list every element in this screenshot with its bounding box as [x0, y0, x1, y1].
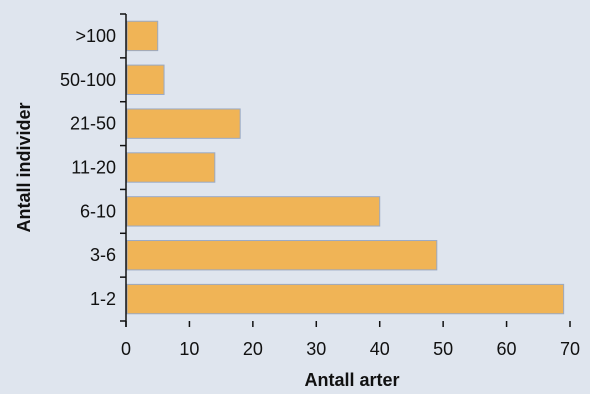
x-tick-label: 20 [243, 339, 263, 359]
y-tick-label: 11-20 [71, 158, 116, 178]
bar-11-20 [126, 152, 216, 183]
y-tick-label: 50-100 [60, 70, 116, 90]
y-tick-label: 1-2 [90, 289, 116, 309]
x-axis-ticks: 0 10 20 30 40 50 60 70 [121, 321, 580, 359]
x-tick-label: 30 [306, 339, 326, 359]
bar-21-50 [126, 108, 241, 139]
y-axis-ticks: >100 50-100 21-50 11-20 6-10 3-6 1-2 [60, 13, 126, 322]
bar-50-100 [126, 64, 165, 95]
x-tick-label: 60 [497, 339, 517, 359]
y-tick-label: >100 [75, 26, 116, 46]
x-tick-label: 40 [370, 339, 390, 359]
x-axis-title: Antall arter [304, 370, 399, 390]
x-tick-label: 10 [179, 339, 199, 359]
bar-3-6 [126, 240, 438, 271]
bar->100 [126, 20, 159, 52]
y-axis-title: Antall individer [14, 102, 34, 232]
x-tick-label: 50 [433, 339, 453, 359]
bar-6-10 [126, 196, 381, 227]
x-tick-label: 0 [121, 339, 131, 359]
y-tick-label: 21-50 [70, 114, 116, 134]
y-tick-label: 6-10 [80, 201, 116, 221]
bars-group [126, 20, 565, 315]
y-tick-label: 3-6 [90, 245, 116, 265]
bar-1-2 [126, 283, 565, 315]
x-tick-label: 70 [560, 339, 580, 359]
